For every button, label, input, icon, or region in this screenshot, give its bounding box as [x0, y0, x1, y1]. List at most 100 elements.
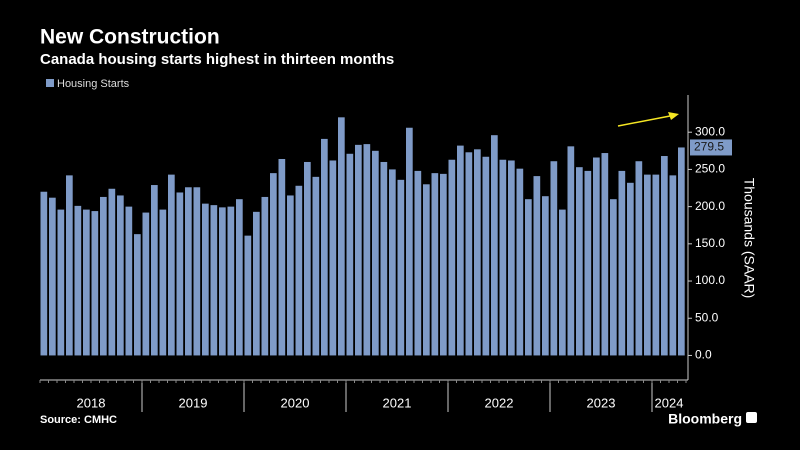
chart-title: New Construction — [40, 26, 220, 49]
bar — [66, 175, 73, 356]
bar — [482, 156, 490, 356]
bar — [295, 185, 303, 356]
bar — [278, 158, 286, 356]
bar — [244, 235, 252, 356]
y-tick-label: 250.0 — [695, 162, 725, 176]
x-tick-label: 2024 — [655, 395, 684, 410]
bar — [270, 173, 277, 356]
bar — [525, 199, 532, 356]
last-value-label: 279.5 — [694, 140, 724, 154]
x-tick-label: 2021 — [383, 395, 412, 410]
bar — [610, 199, 617, 356]
bar — [397, 179, 405, 356]
y-axis-label: Thousands (SAAR) — [741, 178, 757, 299]
bar — [593, 157, 600, 356]
y-tick-label: 150.0 — [695, 236, 725, 250]
chart-subtitle: Canada housing starts highest in thirtee… — [40, 51, 394, 68]
bar — [499, 159, 507, 356]
bar — [465, 152, 473, 356]
bar — [448, 159, 456, 356]
bar — [431, 173, 439, 356]
bar — [202, 203, 209, 356]
bar — [312, 176, 320, 356]
bar — [210, 205, 218, 356]
bar — [83, 209, 90, 356]
bar — [57, 209, 65, 356]
bar — [142, 212, 150, 356]
bar — [125, 206, 133, 356]
legend-swatch — [46, 79, 54, 87]
y-tick-label: 0.0 — [695, 348, 712, 362]
bar — [601, 153, 609, 356]
bar — [151, 185, 158, 356]
bar — [338, 117, 345, 356]
bar — [406, 127, 413, 356]
bar — [185, 187, 192, 356]
bar — [414, 170, 422, 356]
source: Source: CMHC — [40, 414, 117, 426]
bar — [389, 169, 396, 356]
bar — [236, 199, 243, 356]
bar — [661, 156, 668, 356]
bar — [652, 174, 660, 356]
x-tick-label: 2019 — [179, 395, 208, 410]
bar — [159, 209, 167, 356]
bar — [355, 144, 362, 356]
bar — [117, 195, 124, 356]
last-value-box — [690, 139, 732, 156]
bar — [678, 147, 685, 356]
bar — [584, 170, 592, 356]
bar — [423, 184, 430, 356]
arrow-line — [617, 115, 671, 127]
arrow-head — [668, 112, 679, 120]
bar — [508, 160, 515, 356]
bar — [567, 146, 575, 356]
brand: Bloomberg — [668, 411, 742, 427]
bar — [253, 211, 260, 356]
bar — [516, 168, 524, 356]
x-tick-label: 2023 — [587, 395, 616, 410]
bar — [176, 192, 184, 356]
bar — [542, 196, 549, 356]
bar — [193, 187, 201, 356]
bar — [533, 176, 541, 356]
y-tick-label: 50.0 — [695, 310, 719, 324]
bar — [74, 205, 82, 356]
bar — [40, 191, 48, 356]
x-tick-label: 2018 — [77, 395, 106, 410]
bar — [474, 149, 481, 356]
y-tick-label: 100.0 — [695, 273, 725, 287]
bar — [321, 138, 328, 356]
bar — [559, 209, 566, 356]
y-tick-label: 200.0 — [695, 199, 725, 213]
bar — [346, 153, 354, 356]
bar — [627, 182, 634, 356]
bar — [219, 207, 226, 356]
bar — [457, 145, 464, 356]
bar — [49, 197, 56, 356]
bar — [644, 174, 651, 356]
bar — [491, 135, 498, 356]
bar — [440, 173, 447, 356]
bar — [669, 175, 677, 356]
bar — [635, 161, 643, 356]
brand-icon — [746, 412, 757, 423]
bar — [100, 196, 107, 356]
bar — [550, 161, 558, 356]
bar — [227, 206, 235, 356]
bar — [134, 234, 141, 356]
bar — [618, 170, 626, 356]
y-tick-label: 300.0 — [695, 124, 725, 138]
bar — [304, 161, 311, 356]
bar — [372, 150, 379, 356]
x-tick-label: 2022 — [485, 395, 514, 410]
bar — [261, 196, 269, 356]
legend-label: Housing Starts — [57, 78, 130, 90]
bar — [329, 160, 337, 356]
bar — [363, 144, 371, 356]
bar — [380, 161, 388, 356]
bar — [576, 167, 583, 356]
bar — [168, 174, 175, 356]
bar — [287, 195, 294, 356]
